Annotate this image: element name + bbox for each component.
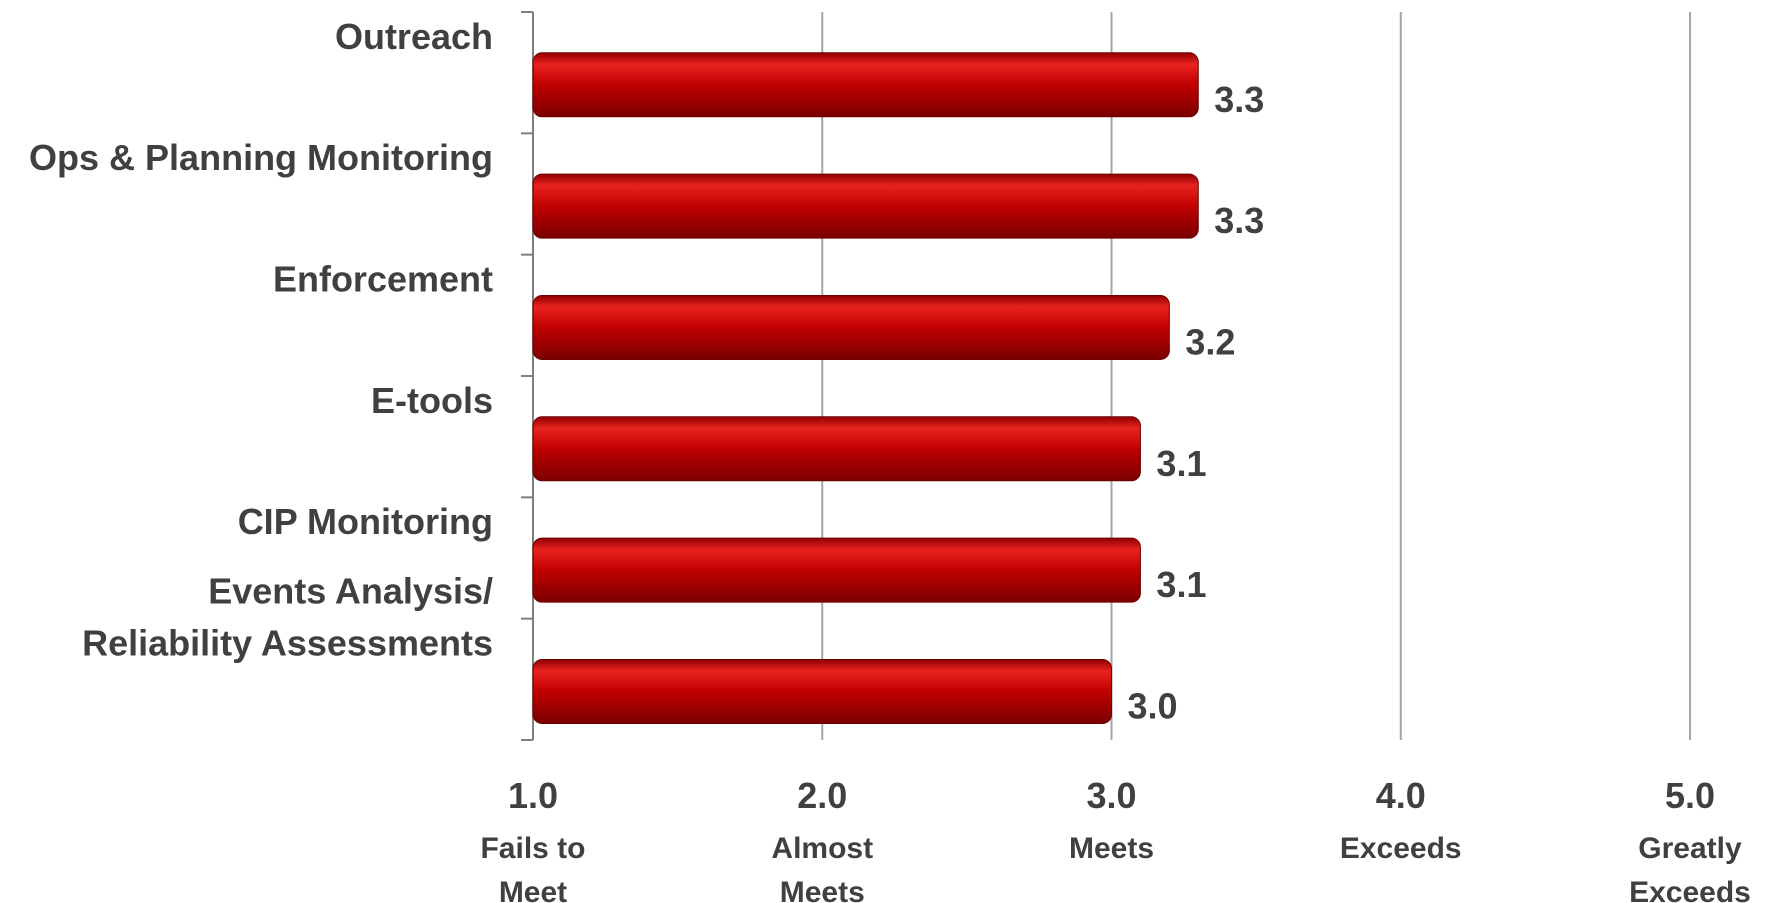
category-label: Events Analysis/	[208, 570, 493, 611]
bar	[532, 416, 1141, 482]
category-label: Enforcement	[273, 258, 493, 299]
bar	[532, 658, 1112, 724]
x-tick-description: Meets	[1069, 832, 1154, 865]
x-tick-label: 5.0	[1665, 775, 1715, 816]
x-tick-description: Meets	[780, 876, 865, 903]
y-axis	[521, 11, 534, 741]
bar	[532, 173, 1199, 239]
bar	[532, 294, 1170, 360]
category-label: CIP Monitoring	[238, 501, 493, 542]
bar	[532, 537, 1141, 603]
grid-lines	[532, 12, 1691, 740]
x-tick-label: 4.0	[1376, 775, 1426, 816]
bars	[532, 52, 1199, 724]
category-label: Reliability Assessments	[82, 622, 493, 663]
value-label: 3.0	[1128, 685, 1178, 726]
x-tick-description: Almost	[771, 832, 873, 865]
category-label: E-tools	[371, 380, 493, 421]
value-label: 3.1	[1156, 564, 1206, 605]
x-tick-description: Fails to	[480, 832, 585, 865]
value-label: 3.1	[1156, 443, 1206, 484]
x-tick-label: 2.0	[797, 775, 847, 816]
x-tick-description: Exceeds	[1629, 876, 1751, 903]
x-tick-description: Meet	[499, 876, 567, 903]
labels: 1.0 Fails to Meet 2.0 Almost Meets 3.0 Meets 4.0…	[29, 16, 1751, 903]
x-tick-description: Exceeds	[1340, 832, 1462, 865]
category-label: Ops & Planning Monitoring	[29, 137, 493, 178]
bar	[532, 52, 1199, 118]
x-tick-label: 1.0	[508, 775, 558, 816]
category-label: Outreach	[335, 16, 493, 57]
x-tick-label: 3.0	[1086, 775, 1136, 816]
x-tick-description: Greatly	[1638, 832, 1742, 865]
value-label: 3.3	[1214, 200, 1264, 241]
value-label: 3.3	[1214, 79, 1264, 120]
value-label: 3.2	[1185, 321, 1235, 362]
